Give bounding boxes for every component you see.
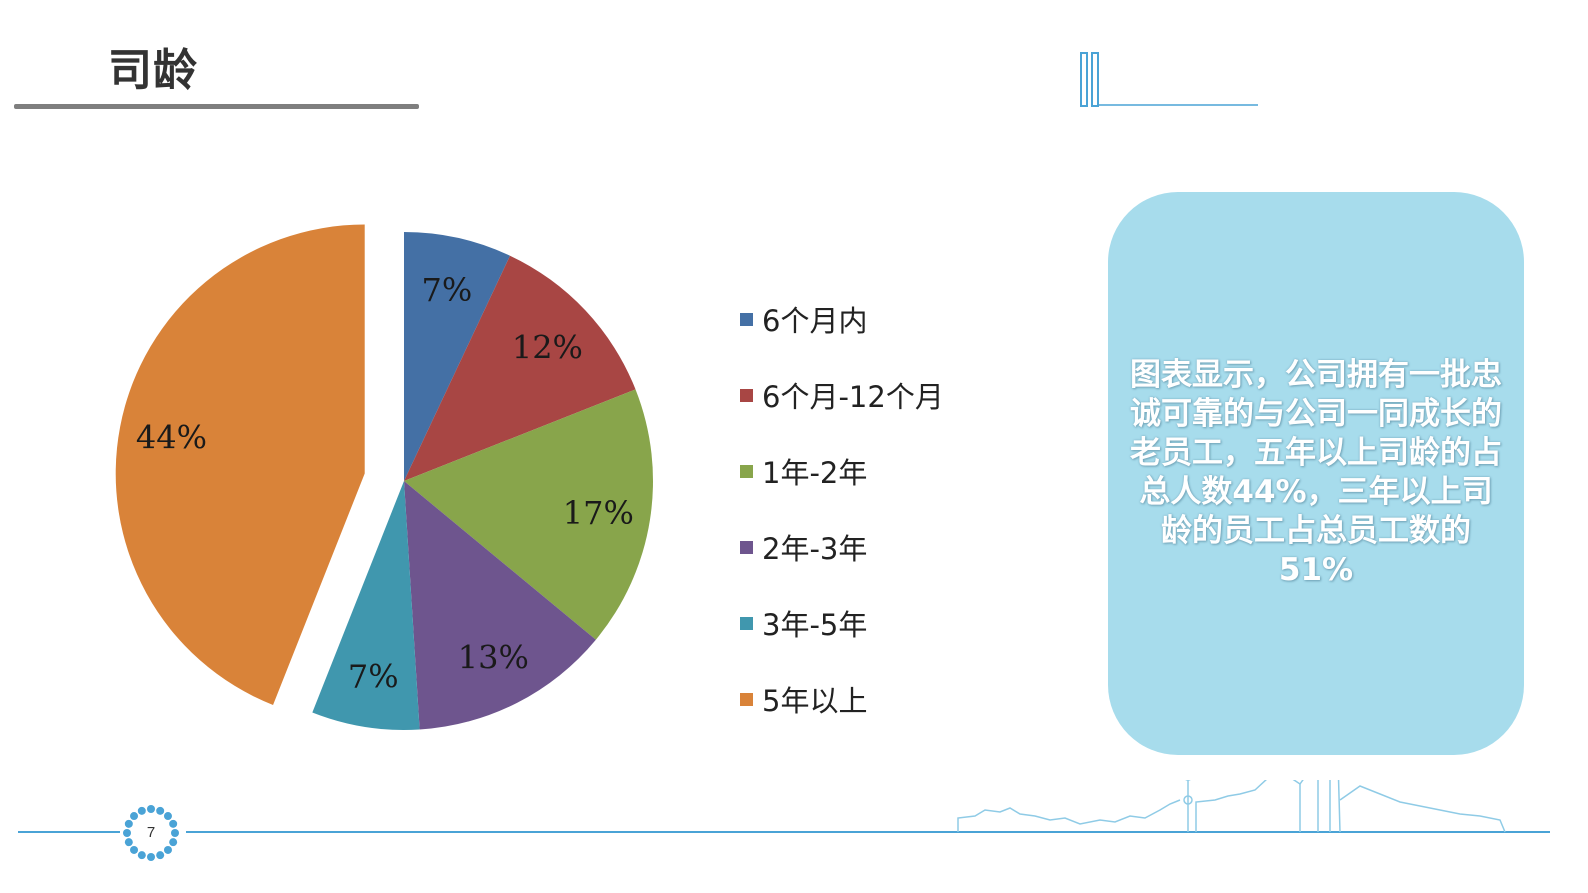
legend-label: 5年以上 xyxy=(762,684,868,718)
pie-slice-4 xyxy=(404,481,596,730)
corner-decoration xyxy=(1080,52,1258,107)
callout-box xyxy=(1108,192,1524,755)
pie-data-label-6: 44% xyxy=(136,419,207,457)
legend-label: 6个月内 xyxy=(762,304,868,338)
legend-label: 1年-2年 xyxy=(762,456,868,490)
legend-swatch xyxy=(740,389,753,402)
footer-skyline xyxy=(18,780,1550,833)
pie-data-label-3: 17% xyxy=(563,494,634,532)
pie-data-label-4: 13% xyxy=(458,638,529,676)
legend-swatch xyxy=(740,693,753,706)
legend-swatch xyxy=(740,617,753,630)
legend-label: 3年-5年 xyxy=(762,608,868,642)
pie-slice-5 xyxy=(312,481,420,730)
pie-slice-1 xyxy=(404,232,511,481)
pie-slice-2 xyxy=(404,255,636,481)
legend-swatch xyxy=(740,465,753,478)
legend-label: 6个月-12个月 xyxy=(762,380,944,414)
pie-slice-6 xyxy=(115,224,365,706)
legend-label: 2年-3年 xyxy=(762,532,868,566)
title-underline xyxy=(14,104,419,109)
callout-text: 图表显示，公司拥有一批忠诚可靠的与公司一同成长的老员工，五年以上司龄的占总人数4… xyxy=(1130,357,1502,588)
pie-data-label-5: 7% xyxy=(348,657,399,695)
pie-data-label-2: 12% xyxy=(512,328,583,366)
pie-slice-3 xyxy=(404,389,653,640)
legend-swatch xyxy=(740,541,753,554)
legend-swatch xyxy=(740,313,753,326)
pie-data-label-1: 7% xyxy=(422,271,473,309)
page-title: 司龄 xyxy=(108,45,198,96)
page-number-badge xyxy=(123,805,179,861)
page-number: 7 xyxy=(146,824,156,841)
